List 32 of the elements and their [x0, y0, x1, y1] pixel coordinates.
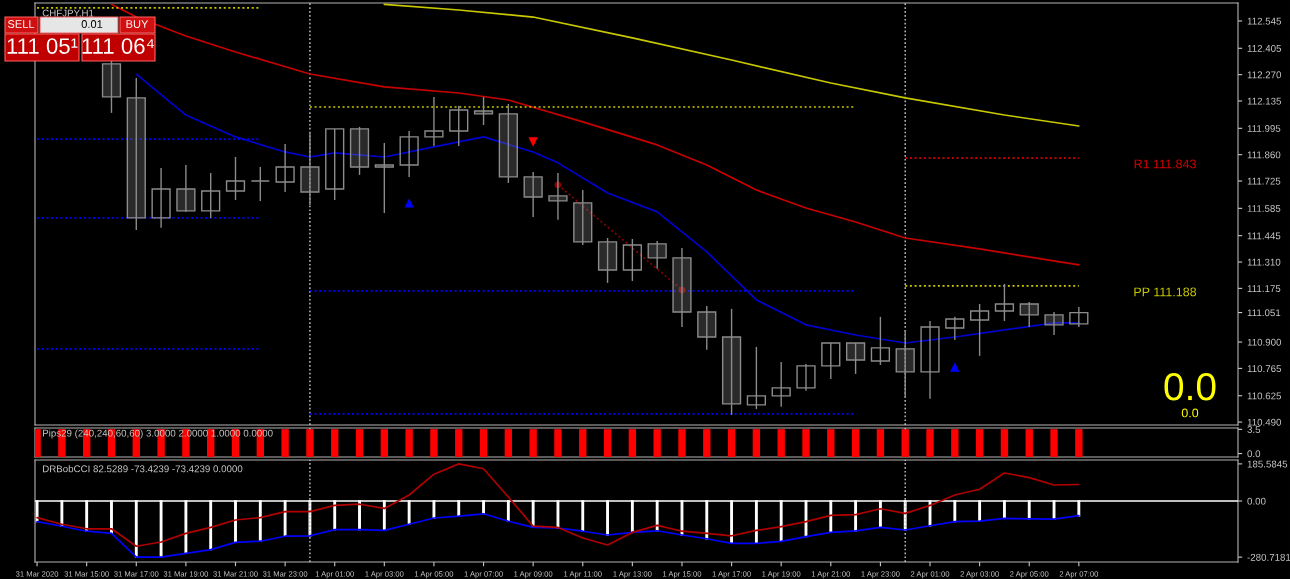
y-tick-label: 112.135 — [1247, 97, 1282, 105]
annotation: 0.01 — [81, 20, 103, 28]
chart-title: DRBobCCI 82.5289 -73.4239 -73.4239 0.0000 — [43, 465, 243, 473]
annotation: BUY — [126, 20, 149, 28]
annotation: 111 06⁴ — [82, 38, 155, 54]
y-tick-label: 112.545 — [1247, 17, 1282, 25]
text: SELL — [7, 20, 35, 28]
y-tick-label: 111.310 — [1247, 258, 1281, 266]
y-tick-label: 3.5 — [1247, 426, 1261, 433]
y-tick-label: 110.765 — [1247, 365, 1282, 373]
y-tick-label: 185.5845 — [1247, 460, 1288, 468]
annotation: PP 111.188 — [1134, 287, 1197, 297]
annotation: 111 05¹ — [7, 38, 78, 54]
y-tick-label: 111.175 — [1247, 285, 1281, 292]
y-tick-label: 112.405 — [1247, 45, 1282, 52]
y-tick-label: 111.051 — [1247, 309, 1281, 317]
y-tick-label: 110.900 — [1247, 338, 1282, 346]
y-tick-label: 111.445 — [1247, 232, 1281, 240]
y-tick-label: -280.7181 — [1247, 553, 1290, 561]
y-tick-label: 111.860 — [1247, 151, 1281, 159]
y-tick-label: 0.00 — [1247, 497, 1266, 505]
annotation: 0.0 — [1164, 372, 1216, 401]
y-tick-label: 111.995 — [1247, 125, 1281, 132]
y-tick-label: 111.585 — [1247, 205, 1281, 212]
text: CHFJPY,H1 — [42, 9, 94, 18]
y-tick-label: 0.0 — [1247, 450, 1261, 458]
y-tick-label: 112.270 — [1247, 71, 1282, 79]
annotation: 0.0 — [1181, 408, 1199, 418]
annotation: R1 111.843 — [1134, 159, 1196, 169]
y-tick-label: 110.625 — [1247, 392, 1282, 400]
y-tick-label: 111.725 — [1247, 177, 1281, 185]
y-tick-label: 110.490 — [1247, 418, 1282, 426]
